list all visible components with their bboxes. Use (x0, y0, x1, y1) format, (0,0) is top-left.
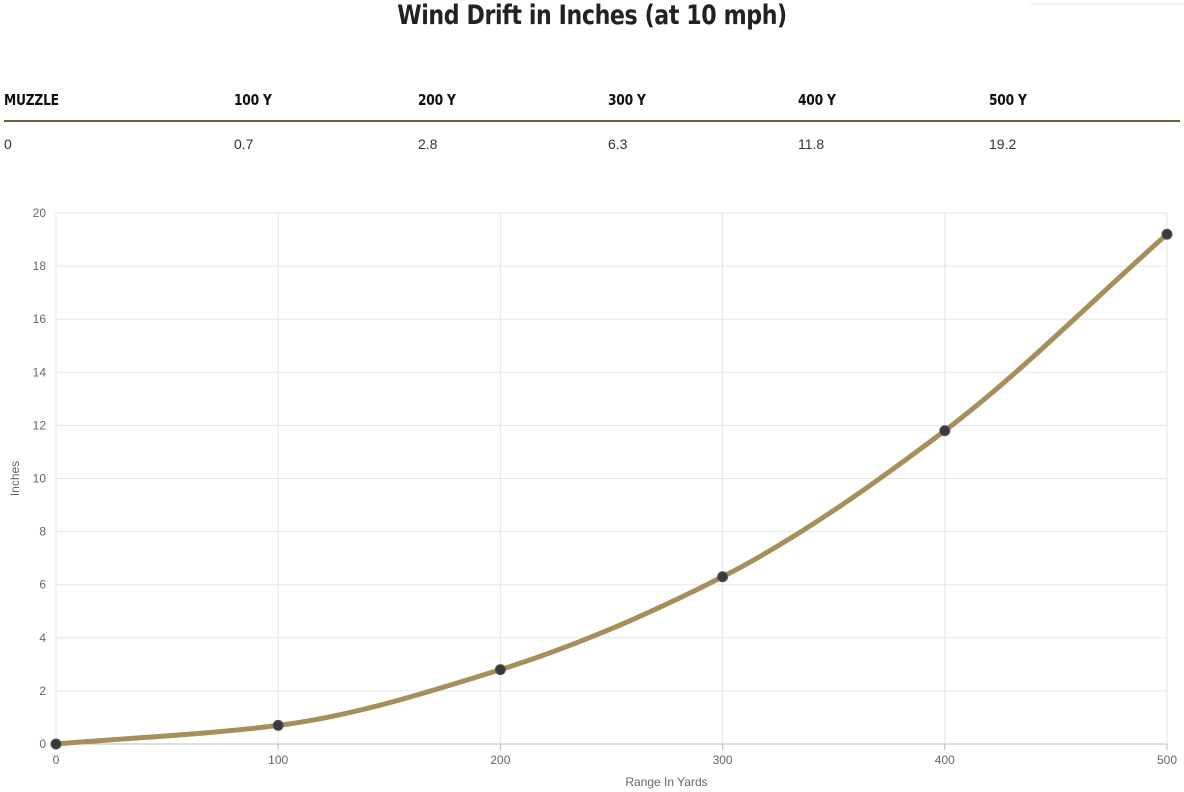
table-row: 0 0.7 2.8 6.3 11.8 19.2 (4, 121, 1180, 166)
x-tick-label: 500 (1157, 753, 1177, 767)
y-tick-label: 14 (33, 365, 47, 379)
table-header-muzzle: MUZZLE (4, 80, 234, 122)
y-tick-label: 18 (33, 259, 47, 273)
y-tick-label: 6 (39, 578, 46, 592)
data-point (50, 738, 62, 750)
table-header-200y: 200 Y (418, 80, 608, 122)
x-tick-label: 400 (935, 753, 955, 767)
x-tick-label: 0 (53, 753, 60, 767)
x-tick-label: 100 (268, 753, 288, 767)
corner-panel-edge (1030, 0, 1184, 3)
y-tick-label: 2 (39, 684, 46, 698)
table-cell-500y: 19.2 (989, 136, 1017, 152)
x-axis-title: Range In Yards (625, 775, 707, 789)
table-cell-muzzle: 0 (4, 136, 12, 152)
table-header-400y: 400 Y (798, 80, 989, 122)
data-point (939, 425, 951, 437)
data-point (717, 571, 729, 583)
chart-title: Wind Drift in Inches (at 10 mph) (397, 0, 787, 31)
table-header-300y: 300 Y (608, 80, 798, 122)
table-header-100y: 100 Y (234, 80, 418, 122)
table-cell-100y: 0.7 (234, 136, 254, 152)
x-tick-label: 200 (490, 753, 510, 767)
y-tick-label: 4 (39, 631, 46, 645)
x-tick-label: 300 (713, 753, 733, 767)
table-header-500y: 500 Y (989, 80, 1180, 122)
y-tick-label: 10 (33, 472, 47, 486)
y-tick-label: 8 (39, 525, 46, 539)
y-tick-label: 16 (33, 312, 47, 326)
table-cell-400y: 11.8 (798, 136, 825, 152)
table-cell-200y: 2.8 (418, 136, 438, 152)
data-point (1161, 228, 1173, 240)
y-axis-title: Inches (8, 461, 22, 496)
series-line (53, 231, 1170, 747)
table-cell-300y: 6.3 (608, 136, 628, 152)
table-header-row: MUZZLE 100 Y 200 Y 300 Y 400 Y 500 Y (4, 80, 1180, 122)
data-point (272, 719, 284, 731)
data-point (494, 664, 506, 676)
y-tick-label: 0 (39, 737, 46, 751)
y-tick-label: 20 (33, 206, 47, 220)
drift-table: MUZZLE 100 Y 200 Y 300 Y 400 Y 500 Y 0 0… (4, 80, 1180, 166)
y-tick-label: 12 (33, 418, 47, 432)
